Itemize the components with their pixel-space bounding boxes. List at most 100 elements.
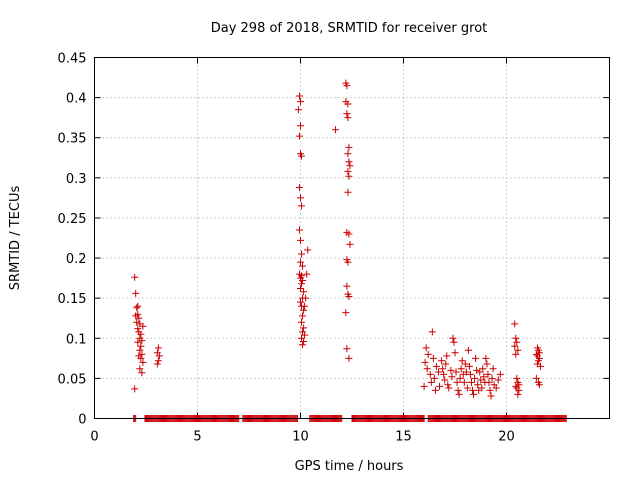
data-point bbox=[452, 368, 460, 376]
y-tick-label: 0.4 bbox=[66, 92, 87, 107]
data-point bbox=[532, 350, 540, 358]
data-point bbox=[295, 92, 303, 100]
data-point bbox=[424, 350, 432, 358]
data-point bbox=[137, 342, 145, 350]
data-point bbox=[332, 126, 340, 134]
x-tick-label: 5 bbox=[193, 430, 201, 445]
y-tick-label: 0.1 bbox=[66, 332, 87, 347]
data-point bbox=[303, 270, 311, 278]
data-point bbox=[420, 382, 428, 390]
data-point bbox=[297, 258, 304, 266]
data-point bbox=[301, 302, 309, 310]
data-point bbox=[344, 114, 352, 122]
data-point bbox=[442, 360, 450, 368]
data-point bbox=[477, 376, 485, 384]
x-tick-labels: 0 5 10 15 20 bbox=[90, 430, 514, 445]
data-point bbox=[346, 240, 354, 248]
data-point bbox=[462, 368, 470, 376]
data-point bbox=[154, 344, 162, 352]
data-point bbox=[297, 298, 304, 306]
data-point bbox=[422, 344, 430, 352]
data-point bbox=[300, 324, 308, 332]
data-point bbox=[343, 110, 351, 118]
data-point bbox=[301, 331, 309, 339]
data-point bbox=[453, 378, 461, 386]
data-point bbox=[295, 183, 303, 191]
data-point bbox=[480, 373, 488, 381]
data-point bbox=[438, 357, 446, 365]
data-point bbox=[443, 352, 451, 360]
data-point bbox=[344, 167, 352, 175]
data-point bbox=[137, 330, 145, 338]
data-point bbox=[476, 368, 484, 376]
tick-marks bbox=[94, 57, 610, 419]
data-point bbox=[344, 258, 352, 266]
data-point bbox=[478, 384, 486, 392]
data-point bbox=[131, 273, 139, 281]
y-tick-label: 0.45 bbox=[58, 52, 87, 67]
data-point bbox=[300, 306, 308, 314]
data-points bbox=[130, 79, 570, 422]
data-point bbox=[492, 384, 500, 392]
y-tick-label: 0.15 bbox=[58, 292, 87, 307]
data-point bbox=[473, 366, 481, 374]
data-point bbox=[154, 357, 162, 365]
data-point bbox=[343, 282, 351, 290]
y-tick-label: 0.35 bbox=[58, 132, 87, 147]
data-point bbox=[344, 150, 352, 158]
y-tick-label: 0.3 bbox=[66, 172, 87, 187]
data-point bbox=[458, 357, 466, 365]
data-point bbox=[445, 384, 453, 392]
data-point bbox=[472, 354, 480, 362]
data-point bbox=[136, 346, 144, 354]
data-point bbox=[138, 337, 146, 345]
data-point bbox=[450, 338, 458, 346]
data-point bbox=[494, 376, 502, 384]
data-point bbox=[447, 366, 455, 374]
data-point bbox=[426, 370, 434, 378]
data-point bbox=[345, 172, 353, 180]
data-point bbox=[421, 358, 429, 366]
data-point bbox=[298, 318, 306, 326]
data-point bbox=[155, 352, 163, 360]
data-point bbox=[471, 374, 479, 382]
y-tick-label: 0 bbox=[78, 413, 86, 428]
data-point bbox=[133, 304, 141, 312]
data-point bbox=[295, 132, 303, 140]
data-point bbox=[342, 309, 350, 317]
data-point bbox=[486, 386, 494, 394]
data-point bbox=[295, 226, 303, 234]
data-point bbox=[454, 386, 462, 394]
data-point bbox=[436, 382, 444, 390]
data-point bbox=[460, 378, 468, 386]
data-point bbox=[298, 280, 306, 288]
data-point bbox=[513, 338, 521, 346]
data-point bbox=[300, 337, 308, 345]
y-axis-title: SRMTID / TECUs bbox=[8, 186, 23, 291]
data-point bbox=[470, 390, 478, 398]
data-point bbox=[297, 122, 304, 130]
data-point bbox=[432, 362, 440, 370]
y-tick-labels: 0 0.05 0.1 0.15 0.2 0.25 0.3 0.35 0.4 0.45 bbox=[58, 52, 87, 428]
data-point bbox=[344, 100, 352, 108]
data-point bbox=[466, 370, 474, 378]
data-point bbox=[345, 293, 353, 301]
data-point bbox=[153, 360, 161, 368]
data-point bbox=[511, 342, 519, 350]
data-point bbox=[300, 288, 308, 296]
data-point bbox=[423, 365, 431, 373]
data-point bbox=[451, 349, 459, 357]
data-point bbox=[444, 381, 452, 389]
chart-title: Day 298 of 2018, SRMTID for receiver gro… bbox=[211, 21, 488, 36]
data-point bbox=[431, 386, 439, 394]
x-tick-label: 15 bbox=[395, 430, 412, 445]
data-point bbox=[297, 194, 304, 202]
data-point bbox=[449, 334, 457, 342]
data-point bbox=[297, 236, 304, 244]
x-tick-label: 20 bbox=[498, 430, 515, 445]
data-point bbox=[346, 162, 354, 170]
data-point bbox=[345, 143, 353, 151]
y-tick-label: 0.2 bbox=[66, 252, 87, 267]
data-point bbox=[465, 362, 473, 370]
